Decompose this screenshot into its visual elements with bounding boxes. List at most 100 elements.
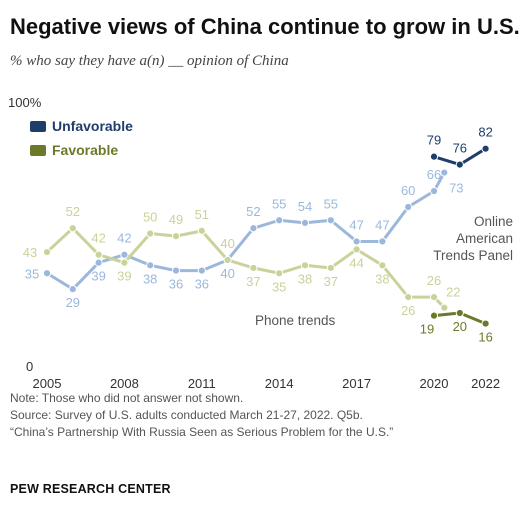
data-label: 38 xyxy=(143,271,157,286)
phone-trends-annotation: Phone trends xyxy=(255,313,336,328)
data-label: 37 xyxy=(324,274,338,289)
data-point xyxy=(300,218,310,227)
data-label: 20 xyxy=(453,319,467,334)
online-panel-annotation: Trends Panel xyxy=(433,248,513,263)
data-point xyxy=(120,258,129,267)
data-point xyxy=(249,224,258,233)
data-point xyxy=(352,237,361,246)
data-point xyxy=(300,261,310,270)
data-label: 42 xyxy=(117,231,131,246)
data-point xyxy=(404,202,413,212)
data-point xyxy=(249,263,258,273)
data-point xyxy=(326,216,335,225)
x-tick-label: 2017 xyxy=(342,376,371,391)
data-label: 55 xyxy=(272,196,286,211)
organization-name: PEW RESEARCH CENTER xyxy=(10,482,171,496)
x-tick-label: 2005 xyxy=(33,376,62,391)
data-point xyxy=(171,266,181,275)
data-point xyxy=(94,258,103,267)
chart-report-title: “China’s Partnership With Russia Seen as… xyxy=(10,425,394,439)
data-point xyxy=(171,232,181,241)
online-panel-annotation: Online xyxy=(474,214,513,229)
data-point xyxy=(120,250,129,259)
data-point xyxy=(404,293,413,302)
data-point xyxy=(197,266,206,275)
data-point xyxy=(68,224,77,233)
legend-swatch xyxy=(30,121,46,132)
data-point xyxy=(429,152,439,161)
chart-note: Note: Those who did not answer not shown… xyxy=(10,391,244,405)
data-point xyxy=(197,226,206,235)
data-point xyxy=(429,293,439,302)
data-label: 19 xyxy=(420,322,434,337)
y-tick-label: 0 xyxy=(26,359,33,374)
legend-swatch xyxy=(30,145,46,156)
legend-label: Favorable xyxy=(52,142,118,158)
data-point xyxy=(275,269,284,278)
data-label: 38 xyxy=(375,271,389,286)
x-tick-label: 2022 xyxy=(471,376,500,391)
data-label: 54 xyxy=(298,199,312,214)
data-label: 47 xyxy=(349,217,363,232)
legend-label: Unfavorable xyxy=(52,118,133,134)
data-label: 55 xyxy=(324,196,338,211)
data-label: 50 xyxy=(143,210,157,225)
x-tick-label: 2014 xyxy=(265,376,294,391)
data-point xyxy=(146,261,155,270)
chart-title: Negative views of China continue to grow… xyxy=(10,14,520,39)
data-label: 47 xyxy=(375,217,389,232)
data-label: 49 xyxy=(169,212,183,227)
data-label: 22 xyxy=(446,285,460,300)
data-label: 43 xyxy=(23,245,37,260)
data-label: 37 xyxy=(246,274,260,289)
data-point xyxy=(352,245,361,254)
data-point xyxy=(481,144,490,153)
y-tick-label: 100% xyxy=(8,95,42,110)
data-point xyxy=(440,168,449,177)
data-point xyxy=(326,263,335,273)
data-label: 35 xyxy=(272,279,286,294)
data-point xyxy=(275,216,284,225)
data-label: 36 xyxy=(195,277,209,292)
data-point xyxy=(440,303,449,312)
data-point xyxy=(42,269,52,278)
data-label: 16 xyxy=(478,330,492,345)
data-point xyxy=(42,247,52,257)
data-label: 52 xyxy=(66,204,80,219)
data-point xyxy=(429,311,439,320)
data-point xyxy=(146,229,155,238)
data-label: 52 xyxy=(246,204,260,219)
data-point xyxy=(68,285,77,294)
data-label: 76 xyxy=(453,141,467,156)
data-label: 42 xyxy=(91,231,105,246)
data-label: 73 xyxy=(449,181,463,196)
data-label: 38 xyxy=(298,271,312,286)
data-point xyxy=(455,160,464,169)
data-label: 39 xyxy=(91,269,105,284)
x-tick-label: 2008 xyxy=(110,376,139,391)
data-point xyxy=(455,308,464,318)
data-label: 51 xyxy=(195,207,209,222)
data-point xyxy=(481,319,490,328)
data-point xyxy=(378,237,387,246)
data-label: 26 xyxy=(401,303,415,318)
data-label: 40 xyxy=(220,266,234,281)
chart-source: Source: Survey of U.S. adults conducted … xyxy=(10,408,363,422)
data-label: 79 xyxy=(427,133,441,148)
data-point xyxy=(378,261,387,270)
data-label: 44 xyxy=(349,255,363,270)
data-label: 39 xyxy=(117,269,131,284)
data-label: 26 xyxy=(427,273,441,288)
data-point xyxy=(429,187,439,196)
data-label: 66 xyxy=(427,167,441,182)
data-point xyxy=(223,255,232,265)
chart-subtitle: % who say they have a(n) __ opinion of C… xyxy=(10,53,289,69)
online-panel-annotation: American xyxy=(456,231,513,246)
x-tick-label: 2011 xyxy=(188,376,216,391)
data-label: 29 xyxy=(66,295,80,310)
data-label: 35 xyxy=(25,266,39,281)
x-tick-label: 2020 xyxy=(420,376,449,391)
data-label: 36 xyxy=(169,277,183,292)
data-label: 60 xyxy=(401,183,415,198)
